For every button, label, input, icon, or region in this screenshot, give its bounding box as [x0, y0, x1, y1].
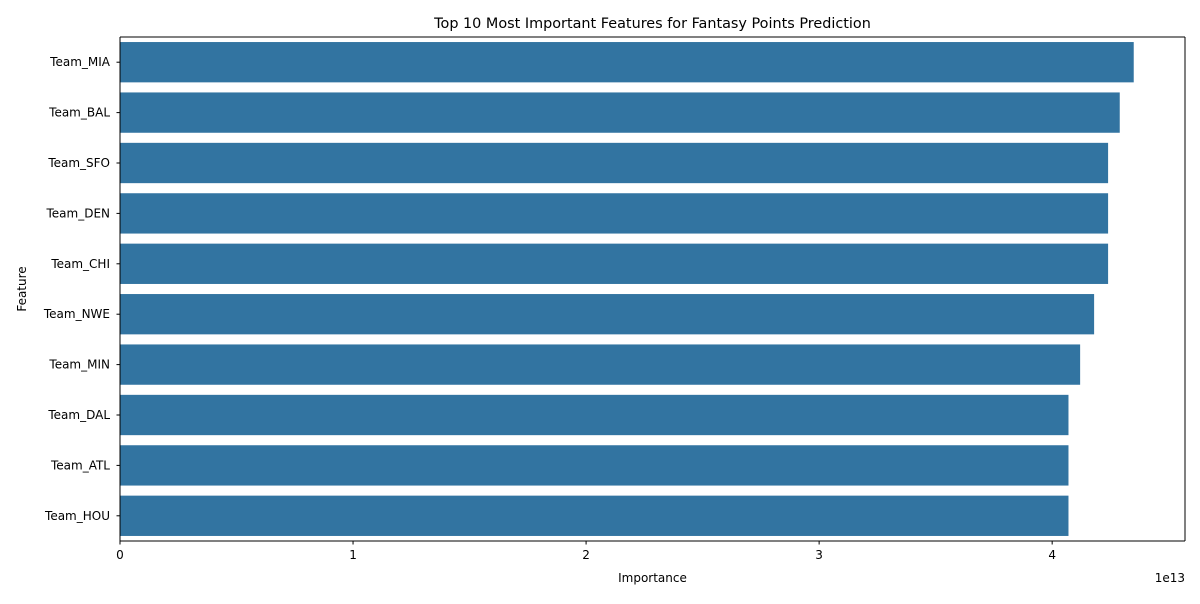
chart-title: Top 10 Most Important Features for Fanta…	[433, 16, 871, 32]
bar-team-chi	[120, 243, 1109, 284]
bar-team-hou	[120, 495, 1069, 536]
x-axis-offset-label: 1e13	[1155, 571, 1185, 585]
axes-frame	[119, 36, 1186, 542]
y-tick-label: Team_SFO	[47, 156, 110, 170]
y-tick-label: Team_MIA	[49, 55, 111, 69]
x-tick-label: 1	[349, 548, 357, 562]
bar-team-den	[120, 193, 1109, 234]
bar-team-atl	[120, 445, 1069, 486]
y-tick-label: Team_ATL	[50, 458, 110, 472]
x-tick-label: 3	[815, 548, 823, 562]
y-axis-label: Feature	[15, 266, 29, 311]
y-tick-label: Team_MIN	[48, 358, 110, 372]
bars-layer	[120, 42, 1134, 536]
x-tick-label: 2	[582, 548, 590, 562]
x-axis-ticks: 0 1 2 3 4	[116, 541, 1056, 562]
bar-team-min	[120, 344, 1081, 385]
bar-team-sfo	[120, 142, 1109, 184]
bar-team-dal	[120, 394, 1069, 436]
bar-team-mia	[120, 42, 1134, 83]
bar-team-bal	[120, 92, 1120, 133]
bar-team-nwe	[120, 294, 1095, 335]
y-tick-label: Team_BAL	[48, 106, 110, 120]
x-axis-label: Importance	[618, 571, 687, 585]
y-tick-label: Team_DAL	[47, 408, 110, 422]
y-tick-label: Team_CHI	[50, 257, 110, 271]
x-tick-label: 4	[1048, 548, 1056, 562]
y-tick-label: Team_NWE	[43, 307, 110, 321]
y-tick-label: Team_DEN	[45, 206, 110, 220]
x-tick-label: 0	[116, 548, 124, 562]
y-tick-label: Team_HOU	[44, 509, 110, 523]
y-axis-ticks: Team_MIA Team_BAL Team_SFO Team_DEN Team_CHI…	[43, 55, 120, 523]
